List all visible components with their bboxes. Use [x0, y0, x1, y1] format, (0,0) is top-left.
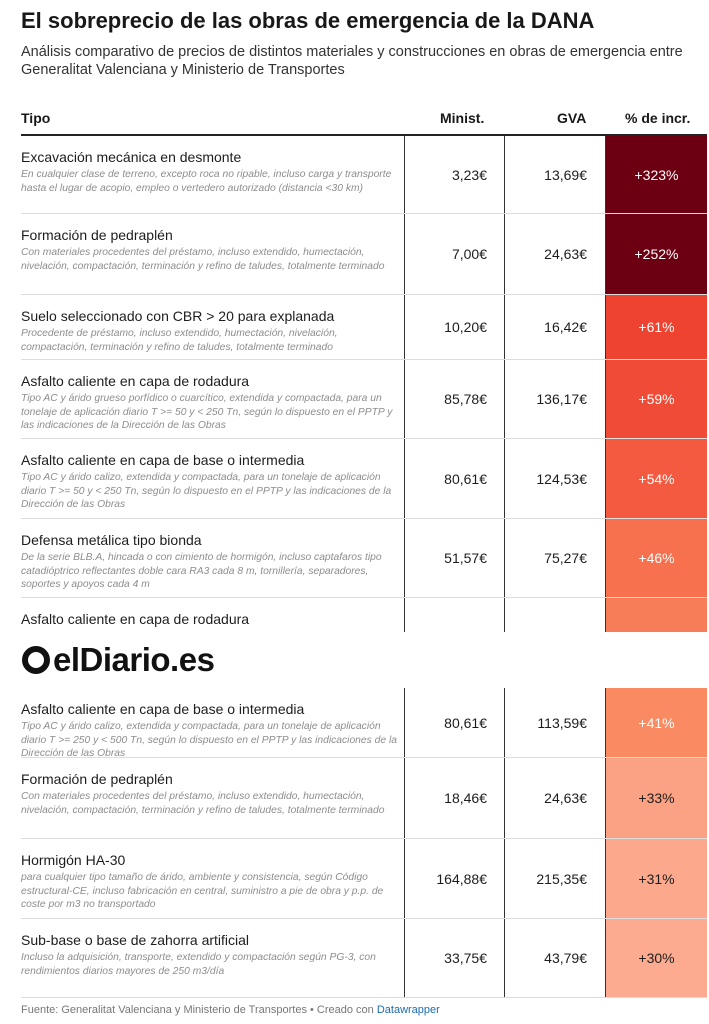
row-description: En cualquier clase de terreno, excepto r…: [21, 169, 392, 194]
row-name: Sub-base o base de zahorra artificial: [21, 932, 250, 948]
cell-pct-incr: +31%: [605, 839, 707, 918]
row-description: Tipo AC y árido calizo, extendida y comp…: [21, 721, 397, 759]
cell-minist: 51,57€: [404, 519, 504, 597]
cell-pct-incr: +41%: [605, 688, 707, 757]
row-name: Asfalto caliente en capa de base o inter…: [21, 452, 305, 468]
eldiario-logo[interactable]: elDiario.es: [21, 640, 215, 680]
cell-tipo: Suelo seleccionado con CBR > 20 para exp…: [21, 295, 404, 359]
row-name: Suelo seleccionado con CBR > 20 para exp…: [21, 308, 335, 324]
cell-pct-incr: +33%: [605, 758, 707, 838]
logo-banner: [0, 632, 709, 688]
cell-gva: 136,17€: [504, 360, 605, 438]
cell-pct-incr: +59%: [605, 360, 707, 438]
cell-tipo: Defensa metálica tipo bionda De la serie …: [21, 519, 404, 597]
chart-title: El sobreprecio de las obras de emergenci…: [21, 8, 595, 33]
cell-gva: 24,63€: [504, 758, 605, 838]
cell-gva: 13,69€: [504, 136, 605, 213]
cell-gva: 75,27€: [504, 519, 605, 597]
cell-tipo: Formación de pedraplén Con materiales pro…: [21, 758, 404, 838]
cell-minist: 164,88€: [404, 839, 504, 918]
row-name: Defensa metálica tipo bionda: [21, 532, 202, 548]
header-tipo[interactable]: Tipo: [21, 110, 51, 126]
eldiario-logo-icon: [22, 646, 50, 674]
cell-tipo: Asfalto caliente en capa de rodadura: [21, 598, 404, 667]
header-pct-incr[interactable]: % de incr.: [625, 110, 691, 126]
cell-pct-incr: +323%: [605, 136, 707, 213]
table-row: Formación de pedraplén Con materiales pro…: [21, 214, 707, 295]
table-row: Asfalto caliente en capa de base o inter…: [21, 688, 707, 759]
price-table-top: Excavación mecánica en desmonte En cualqu…: [21, 136, 707, 668]
table-row: Asfalto caliente en capa de base o inter…: [21, 439, 707, 519]
row-description: Tipo AC y árido calizo, extendida y comp…: [21, 472, 392, 510]
footer: Fuente: Generalitat Valenciana y Ministe…: [21, 1004, 440, 1016]
table-row: Formación de pedraplén Con materiales pro…: [21, 758, 707, 839]
row-name: Formación de pedraplén: [21, 771, 173, 787]
cell-tipo: Asfalto caliente en capa de base o inter…: [21, 688, 404, 759]
row-description: De la serie BLB.A, hincada o con cimient…: [21, 552, 382, 590]
cell-minist: 18,46€: [404, 758, 504, 838]
table-row: Suelo seleccionado con CBR > 20 para exp…: [21, 295, 707, 360]
cell-pct-incr: +46%: [605, 519, 707, 597]
cell-tipo: Asfalto caliente en capa de rodadura Tipo…: [21, 360, 404, 438]
chart-subtitle: Análisis comparativo de precios de disti…: [21, 44, 683, 78]
cell-gva: 16,42€: [504, 295, 605, 359]
table-row: Excavación mecánica en desmonte En cualqu…: [21, 136, 707, 214]
cell-pct-incr: +252%: [605, 214, 707, 294]
table-row: Sub-base o base de zahorra artificial Inc…: [21, 919, 707, 998]
cell-gva: 113,59€: [504, 688, 605, 757]
row-name: Asfalto caliente en capa de base o inter…: [21, 701, 305, 717]
cell-minist: 80,61€: [404, 688, 504, 757]
cell-minist: 10,20€: [404, 295, 504, 359]
cell-tipo: Hormigón HA-30 para cualquier tipo tamaño…: [21, 839, 404, 918]
price-table-bottom: Asfalto caliente en capa de base o inter…: [21, 688, 707, 998]
cell-gva: 43,79€: [504, 919, 605, 997]
header-minist[interactable]: Minist.: [440, 110, 485, 126]
row-description: Incluso la adquisición, transporte, exte…: [21, 952, 376, 977]
row-name: Formación de pedraplén: [21, 227, 173, 243]
cell-tipo: Sub-base o base de zahorra artificial Inc…: [21, 919, 404, 997]
cell-pct-incr: +61%: [605, 295, 707, 359]
row-description: Tipo AC y árido grueso porfídico o cuarc…: [21, 393, 393, 431]
cell-minist: 3,23€: [404, 136, 504, 213]
row-description: Con materiales procedentes del préstamo,…: [21, 247, 385, 272]
datawrapper-link[interactable]: Datawrapper: [376, 1004, 440, 1016]
cell-gva: 24,63€: [504, 214, 605, 294]
footer-source: Fuente: Generalitat Valenciana y Ministe…: [21, 1004, 377, 1016]
cell-pct-incr: +30%: [605, 919, 707, 997]
header-gva[interactable]: GVA: [557, 110, 587, 126]
cell-minist: 7,00€: [404, 214, 504, 294]
row-description: Con materiales procedentes del préstamo,…: [21, 791, 385, 816]
table-row: Hormigón HA-30 para cualquier tipo tamaño…: [21, 839, 707, 919]
table-row: Asfalto caliente en capa de rodadura Tipo…: [21, 360, 707, 439]
cell-minist: 80,61€: [404, 439, 504, 518]
cell-tipo: Asfalto caliente en capa de base o inter…: [21, 439, 404, 518]
cell-gva: 215,35€: [504, 839, 605, 918]
header-divider: [21, 134, 707, 136]
row-name: Excavación mecánica en desmonte: [21, 149, 242, 165]
row-name: Asfalto caliente en capa de rodadura: [21, 373, 250, 389]
logo-text: elDiario.es: [53, 641, 215, 678]
row-description: Procedente de préstamo, incluso extendid…: [21, 328, 338, 353]
cell-tipo: Excavación mecánica en desmonte En cualqu…: [21, 136, 404, 213]
cell-pct-incr: +54%: [605, 439, 707, 518]
row-name: Asfalto caliente en capa de rodadura: [21, 611, 250, 627]
row-name: Hormigón HA-30: [21, 852, 126, 868]
cell-minist: 33,75€: [404, 919, 504, 997]
row-description: para cualquier tipo tamaño de árido, amb…: [21, 872, 384, 910]
cell-tipo: Formación de pedraplén Con materiales pro…: [21, 214, 404, 294]
table-row: Defensa metálica tipo bionda De la serie …: [21, 519, 707, 598]
cell-gva: 124,53€: [504, 439, 605, 518]
cell-minist: 85,78€: [404, 360, 504, 438]
